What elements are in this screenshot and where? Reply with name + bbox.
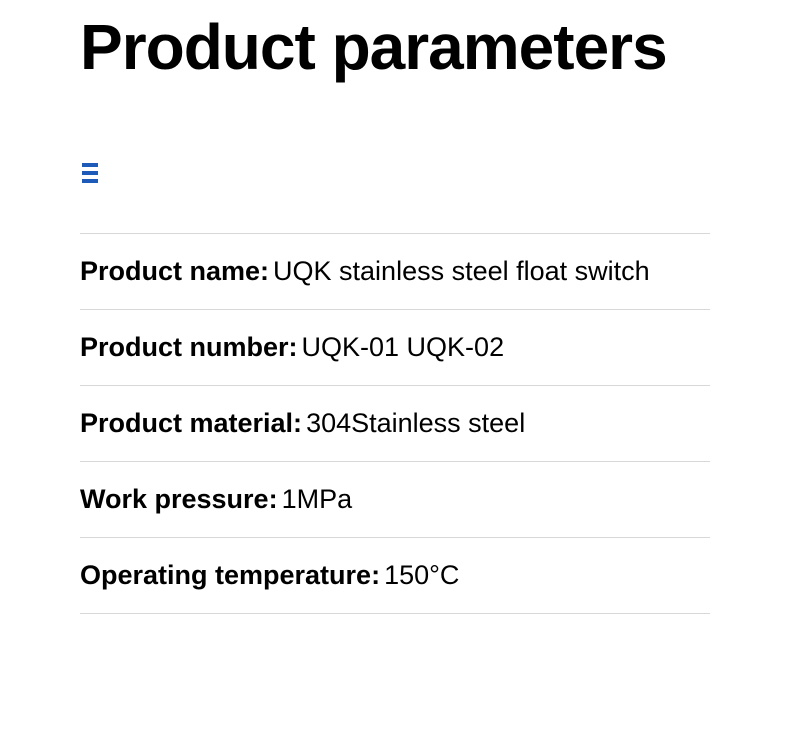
param-label: Product material: [80, 408, 302, 439]
param-value: 150°C [384, 560, 459, 591]
menu-bar [82, 179, 98, 183]
menu-icon[interactable] [82, 163, 98, 183]
menu-bar [82, 171, 98, 175]
param-row: Work pressure: 1MPa [80, 461, 710, 537]
product-params-container: Product parameters Product name: UQK sta… [0, 10, 790, 614]
param-label: Product name: [80, 256, 269, 287]
param-value: UQK stainless steel float switch [273, 256, 650, 287]
param-row: Product number: UQK-01 UQK-02 [80, 309, 710, 385]
page-title: Product parameters [80, 10, 710, 84]
param-label: Work pressure: [80, 484, 278, 515]
menu-bar [82, 163, 98, 167]
param-value: UQK-01 UQK-02 [302, 332, 505, 363]
param-label: Product number: [80, 332, 298, 363]
param-value: 304Stainless steel [306, 408, 525, 439]
param-row: Product material: 304Stainless steel [80, 385, 710, 461]
param-value: 1MPa [282, 484, 353, 515]
params-table: Product name: UQK stainless steel float … [80, 233, 710, 614]
param-row: Product name: UQK stainless steel float … [80, 233, 710, 309]
param-row: Operating temperature: 150°C [80, 537, 710, 614]
param-label: Operating temperature: [80, 560, 380, 591]
